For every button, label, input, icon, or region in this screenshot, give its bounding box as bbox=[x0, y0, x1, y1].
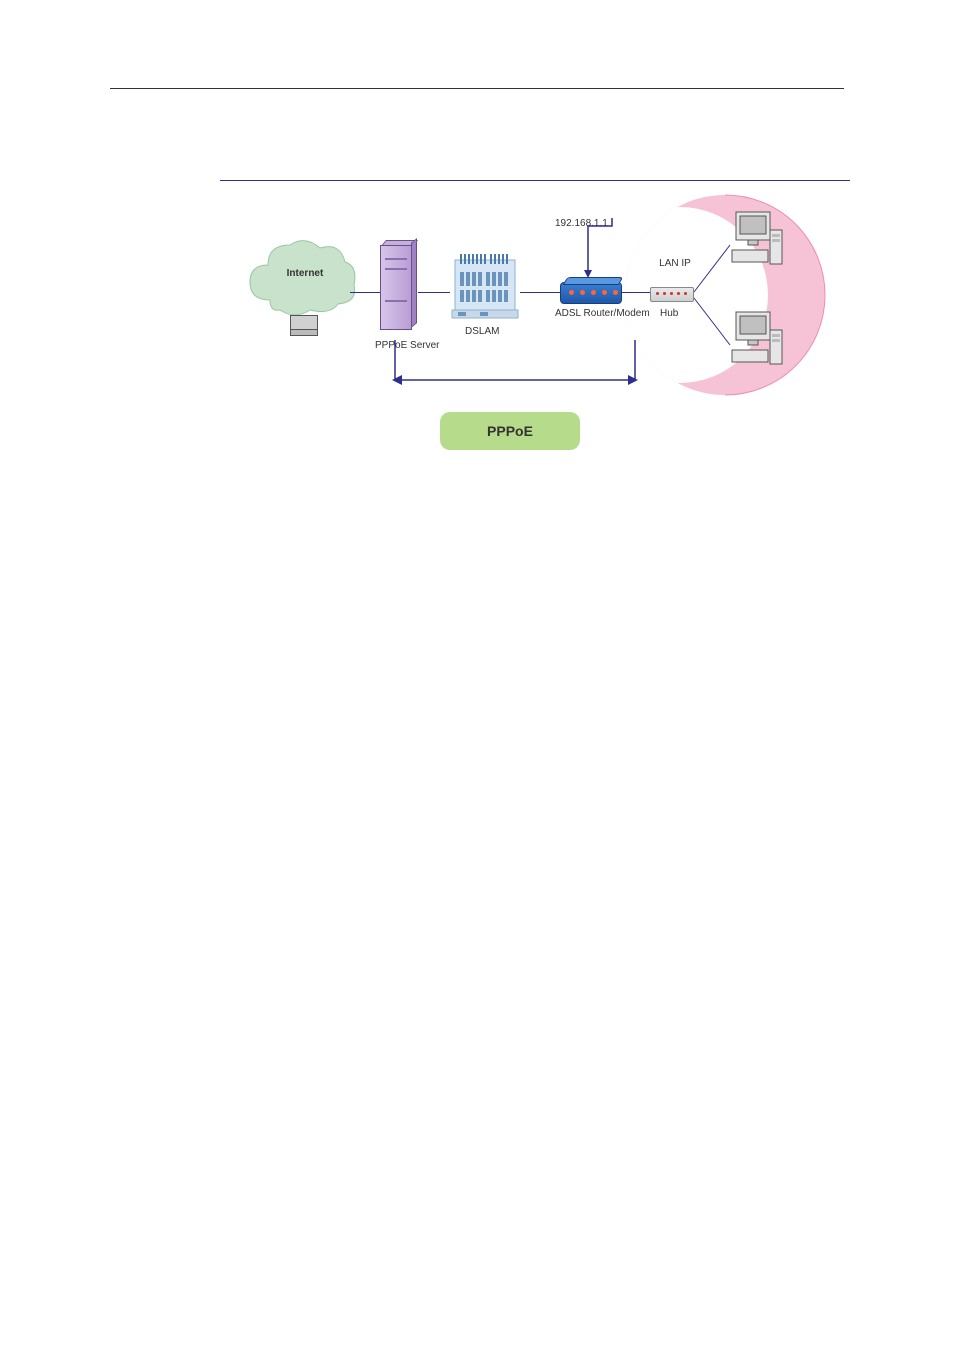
hub-label: Hub bbox=[660, 308, 678, 319]
pppoe-label: PPPoE bbox=[487, 423, 533, 439]
link-server-dslam bbox=[418, 292, 450, 293]
pppoe-range-arrow bbox=[390, 340, 640, 390]
top-divider bbox=[220, 180, 850, 181]
link-dslam-modem bbox=[520, 292, 560, 293]
modem-pointer-arrow bbox=[550, 218, 620, 282]
link-modem-hub bbox=[622, 292, 650, 293]
pppoe-server-icon bbox=[380, 245, 418, 335]
dslam-label: DSLAM bbox=[465, 326, 499, 337]
internet-label: Internet bbox=[275, 268, 335, 279]
pppoe-label-box: PPPoE bbox=[440, 412, 580, 450]
dslam-icon bbox=[450, 252, 520, 320]
header-rule bbox=[110, 88, 844, 89]
cloud-device-icon bbox=[290, 315, 318, 337]
lan-ip-label: LAN IP bbox=[655, 258, 695, 270]
link-cloud-server bbox=[350, 292, 380, 293]
adsl-modem-icon bbox=[560, 282, 622, 304]
hub-icon bbox=[650, 287, 694, 302]
adsl-modem-label: ADSL Router/Modem bbox=[555, 308, 625, 319]
network-diagram: Internet PPPoE Server bbox=[220, 180, 850, 460]
link-hub-pcs bbox=[690, 230, 740, 360]
